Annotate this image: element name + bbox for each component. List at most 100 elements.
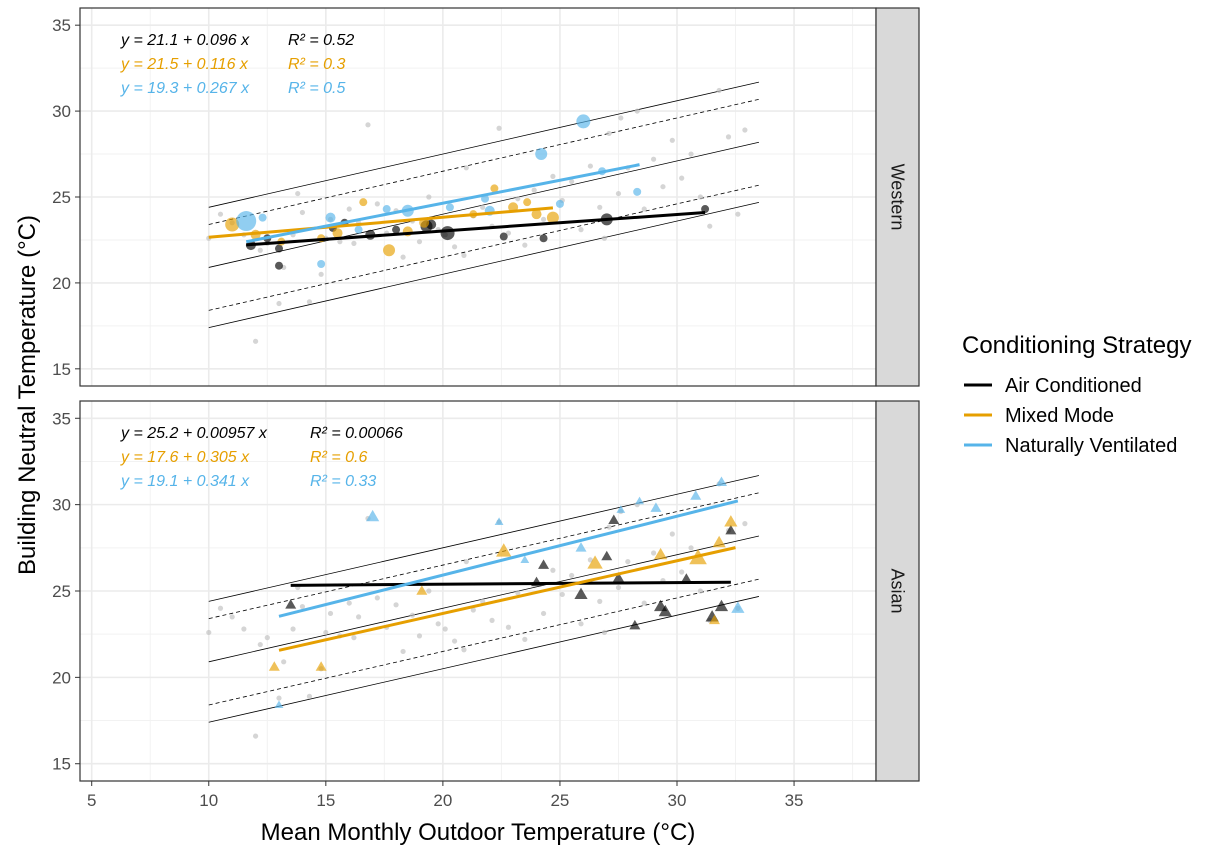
background-point [463, 165, 469, 171]
reference-line-solid [208, 202, 760, 328]
background-point [217, 605, 224, 611]
background-point [650, 550, 657, 556]
data-point-air-conditioned [725, 524, 737, 535]
background-point [679, 569, 685, 575]
background-point [400, 648, 406, 655]
data-point-naturally-ventilated [445, 203, 454, 212]
data-point-air-conditioned [539, 234, 548, 243]
data-point-naturally-ventilated [555, 199, 564, 208]
reference-line-solid [208, 141, 760, 268]
background-point [515, 590, 521, 596]
background-point [496, 125, 502, 131]
background-point [416, 239, 423, 245]
background-point [569, 572, 575, 579]
x-tick-label: 35 [785, 791, 804, 810]
background-point [451, 638, 458, 644]
background-point [365, 122, 371, 128]
y-tick-label: 30 [52, 496, 71, 515]
background-point [393, 602, 399, 608]
x-tick-label: 30 [668, 791, 687, 810]
background-point [241, 626, 247, 632]
background-point [480, 598, 486, 604]
background-point [618, 115, 624, 121]
data-point-mixed-mode [268, 661, 280, 671]
x-tick-label: 5 [87, 791, 96, 810]
data-point-mixed-mode [531, 209, 542, 220]
r-squared-naturally-ventilated: R² = 0.33 [310, 473, 376, 490]
background-point [461, 647, 467, 653]
x-tick-label: 20 [433, 791, 452, 810]
facet-strip [875, 7, 920, 387]
reference-line-dashed [208, 98, 760, 225]
fit-line-naturally-ventilated [245, 163, 640, 244]
facet-strip-label: Asian [888, 568, 908, 613]
facet-strip [875, 400, 920, 782]
equation-mixed-mode: y = 17.6 + 0.305 x [120, 449, 250, 466]
background-point [550, 567, 556, 573]
background-point [229, 614, 235, 620]
y-tick-label: 25 [52, 582, 71, 601]
data-point-mixed-mode [724, 515, 738, 527]
background-point [688, 151, 694, 157]
background-point [540, 216, 547, 222]
background-point [522, 242, 528, 248]
data-point-air-conditioned [392, 225, 401, 234]
background-point [327, 610, 334, 617]
fit-line-air-conditioned [246, 211, 706, 247]
background-point [688, 545, 694, 551]
background-point [463, 559, 469, 565]
equation-naturally-ventilated: y = 19.3 + 0.267 x [120, 80, 250, 97]
data-point-naturally-ventilated [731, 601, 745, 613]
data-point-air-conditioned [574, 587, 588, 600]
data-point-naturally-ventilated [366, 509, 380, 522]
background-point [306, 693, 313, 699]
data-point-mixed-mode [225, 217, 240, 232]
data-point-air-conditioned [658, 604, 672, 617]
background-point [416, 633, 423, 639]
background-point [306, 299, 313, 305]
data-point-air-conditioned [440, 226, 455, 241]
r-squared-air-conditioned: R² = 0.00066 [310, 425, 403, 442]
background-point [442, 626, 448, 632]
data-point-mixed-mode [383, 244, 396, 257]
background-point [276, 300, 282, 307]
data-point-naturally-ventilated [650, 502, 662, 512]
background-point [597, 598, 603, 604]
background-point [356, 614, 362, 620]
y-tick-label: 35 [52, 409, 71, 428]
background-point [697, 588, 704, 594]
x-tick-label: 10 [199, 791, 218, 810]
background-point [625, 559, 631, 565]
data-point-air-conditioned [499, 232, 508, 241]
background-point [634, 108, 640, 114]
equation-air-conditioned: y = 21.1 + 0.096 x [120, 32, 250, 49]
data-point-air-conditioned [611, 572, 626, 584]
background-point [217, 211, 224, 217]
data-point-mixed-mode [546, 211, 559, 224]
background-point [531, 187, 537, 193]
r-squared-mixed-mode: R² = 0.3 [288, 56, 345, 73]
background-point [323, 629, 329, 636]
background-point [707, 223, 713, 229]
fit-line-naturally-ventilated [278, 499, 739, 618]
background-point [559, 591, 565, 598]
data-point-air-conditioned [285, 599, 297, 609]
data-point-naturally-ventilated [325, 212, 336, 223]
background-point [716, 87, 722, 94]
background-point [480, 204, 486, 210]
x-tick-label: 15 [316, 791, 335, 810]
data-point-air-conditioned [601, 550, 613, 561]
background-point [669, 137, 675, 143]
fit-line-mixed-mode [208, 206, 554, 239]
background-point [679, 175, 685, 181]
background-point [346, 600, 352, 606]
background-point [489, 617, 495, 623]
reference-line-dashed [208, 578, 760, 706]
background-point [641, 206, 647, 212]
background-point [615, 190, 622, 197]
data-point-mixed-mode [654, 547, 668, 560]
background-point [351, 240, 357, 246]
data-point-mixed-mode [315, 661, 327, 671]
background-point [725, 134, 732, 140]
